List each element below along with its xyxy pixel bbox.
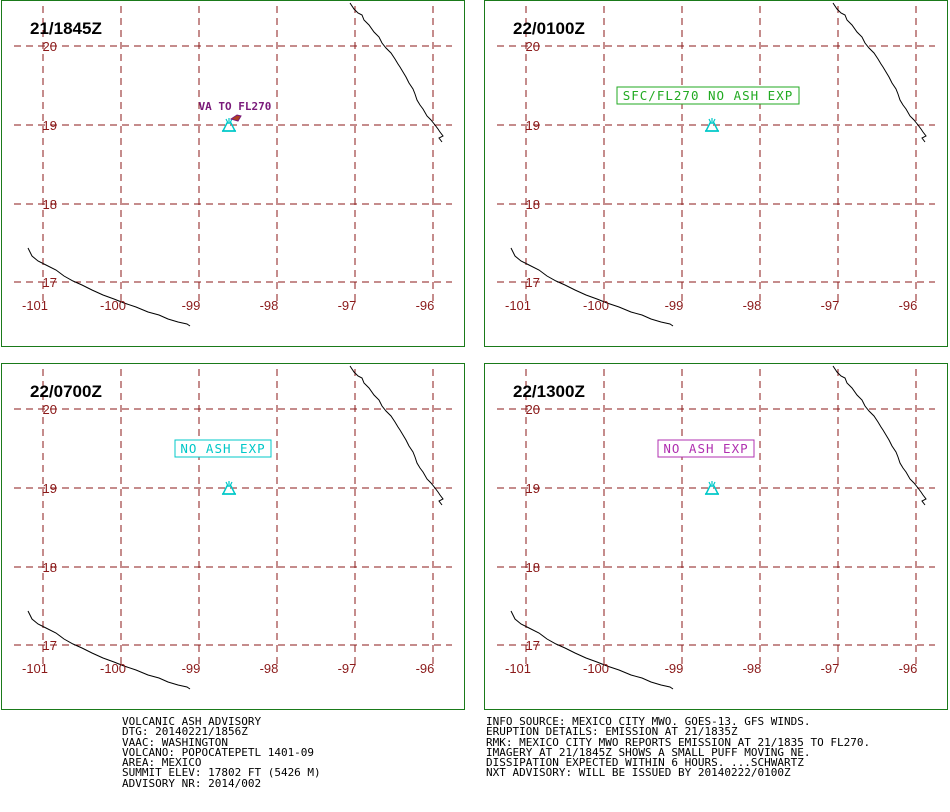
longitude-label: -100: [583, 661, 609, 676]
longitude-label: -99: [182, 298, 201, 313]
longitude-label: -101: [505, 661, 531, 676]
advisory-line: RMK: MEXICO CITY MWO REPORTS EMISSION AT…: [486, 735, 871, 749]
forecast-label-box: [616, 86, 800, 105]
map-1: 20 19 18 17 -101 -100 -99 -98 -97 -96 VA TO FL270: [14, 2, 452, 327]
latitude-label: 17: [526, 275, 540, 290]
advisory-line: INFO SOURCE: MEXICO CITY MWO. GOES-13. G…: [486, 715, 811, 728]
coastline-gulf: [832, 365, 927, 506]
longitude-label: -96: [416, 661, 435, 676]
coastline-pacific: [27, 247, 191, 327]
panel-time-label: 22/1300Z: [513, 382, 585, 401]
coastline-gulf: [349, 365, 444, 506]
map-4: 20 19 18 17 -101 -100 -99 -98 -97 -96 NO ASH EXP: [497, 365, 935, 690]
longitude-label: -98: [260, 661, 279, 676]
longitude-label: -97: [338, 298, 357, 313]
panel-time-label: 21/1845Z: [30, 19, 102, 38]
longitude-label: -96: [899, 298, 918, 313]
longitude-label: -96: [899, 661, 918, 676]
longitude-label: -101: [22, 661, 48, 676]
volcano-icon: [704, 118, 720, 132]
longitude-label: -97: [338, 661, 357, 676]
latitude-label: 19: [526, 481, 540, 496]
longitude-label: -98: [743, 298, 762, 313]
forecast-label: VA TO FL270: [199, 100, 272, 113]
coastline-gulf: [832, 2, 927, 143]
latitude-label: 20: [526, 402, 540, 417]
panel-2: 20 19 18 17 -101 -100 -99 -98 -97 -96 SFC/FL270 NO…: [484, 0, 948, 347]
longitude-label: -100: [100, 661, 126, 676]
advisory-line: SUMMIT ELEV: 17802 FT (5426 M): [122, 766, 321, 780]
advisory-line: IMAGERY AT 21/1845Z SHOWS A SMALL PUFF M…: [486, 745, 811, 759]
longitude-label: -97: [821, 661, 840, 676]
latitude-label: 18: [43, 560, 57, 575]
latitude-label: 19: [43, 481, 57, 496]
longitude-label: -99: [665, 661, 684, 676]
longitude-label: -100: [583, 298, 609, 313]
forecast-label: NO ASH EXP: [180, 441, 265, 456]
longitude-label: -101: [22, 298, 48, 313]
forecast-label: SFC/FL270 NO ASH EXP: [623, 88, 794, 103]
forecast-label-box: [174, 439, 272, 458]
map-3: 20 19 18 17 -101 -100 -99 -98 -97 -96 NO ASH EXP: [14, 365, 452, 690]
coastline-pacific: [510, 247, 674, 327]
longitude-label: -99: [182, 661, 201, 676]
advisory-line: DTG: 20140221/1856Z: [122, 725, 248, 739]
volcano-icon: [221, 118, 237, 132]
advisory-line: DISSIPATION EXPECTED WITHIN 6 HOURS. ...…: [486, 756, 804, 770]
latitude-label: 17: [43, 638, 57, 653]
panel-3: 20 19 18 17 -101 -100 -99 -98 -97 -96 NO ASH EXP 22…: [1, 363, 465, 710]
volcano-icon: [704, 481, 720, 495]
advisory-line: ERUPTION DETAILS: EMISSION AT 21/1835Z: [486, 725, 738, 739]
latitude-label: 20: [43, 39, 57, 54]
longitude-label: -100: [100, 298, 126, 313]
advisory-left: VOLCANIC ASH ADVISORY DTG: 20140221/1856Z…: [122, 715, 321, 790]
panel-4: 20 19 18 17 -101 -100 -99 -98 -97 -96 NO ASH EXP 22…: [484, 363, 948, 710]
longitude-label: -96: [416, 298, 435, 313]
latitude-label: 20: [526, 39, 540, 54]
panel-1: 20 19 18 17 -101 -100 -99 -98 -97 -96 VA TO FL270 2…: [1, 0, 465, 347]
longitude-label: -98: [260, 298, 279, 313]
coastline-pacific: [510, 610, 674, 690]
advisory-right: INFO SOURCE: MEXICO CITY MWO. GOES-13. G…: [486, 715, 871, 780]
panel-time-label: 22/0100Z: [513, 19, 585, 38]
coastline-gulf: [349, 2, 444, 143]
volcano-icon: [221, 481, 237, 495]
longitude-label: -99: [665, 298, 684, 313]
map-2: 20 19 18 17 -101 -100 -99 -98 -97 -96 SFC/FL270 NO…: [497, 2, 935, 327]
advisory-line: AREA: MEXICO: [122, 756, 202, 770]
advisory-line: VAAC: WASHINGTON: [122, 735, 228, 749]
forecast-label-box: [657, 439, 755, 458]
panel-time-label: 22/0700Z: [30, 382, 102, 401]
longitude-label: -97: [821, 298, 840, 313]
forecast-label: NO ASH EXP: [663, 441, 748, 456]
advisory-line: NXT ADVISORY: WILL BE ISSUED BY 20140222…: [486, 766, 791, 780]
latitude-label: 18: [526, 197, 540, 212]
latitude-label: 17: [43, 275, 57, 290]
latitude-label: 18: [43, 197, 57, 212]
latitude-label: 17: [526, 638, 540, 653]
latitude-label: 19: [526, 118, 540, 133]
ash-plume-polygon: [229, 114, 242, 122]
latitude-label: 19: [43, 118, 57, 133]
longitude-label: -101: [505, 298, 531, 313]
advisory-line: VOLCANIC ASH ADVISORY: [122, 715, 262, 728]
coastline-pacific: [27, 610, 191, 690]
advisory-line: VOLCANO: POPOCATEPETL 1401-09: [122, 745, 315, 759]
latitude-label: 18: [526, 560, 540, 575]
latitude-label: 20: [43, 402, 57, 417]
longitude-label: -98: [743, 661, 762, 676]
advisory-line: ADVISORY NR: 2014/002: [122, 776, 262, 790]
